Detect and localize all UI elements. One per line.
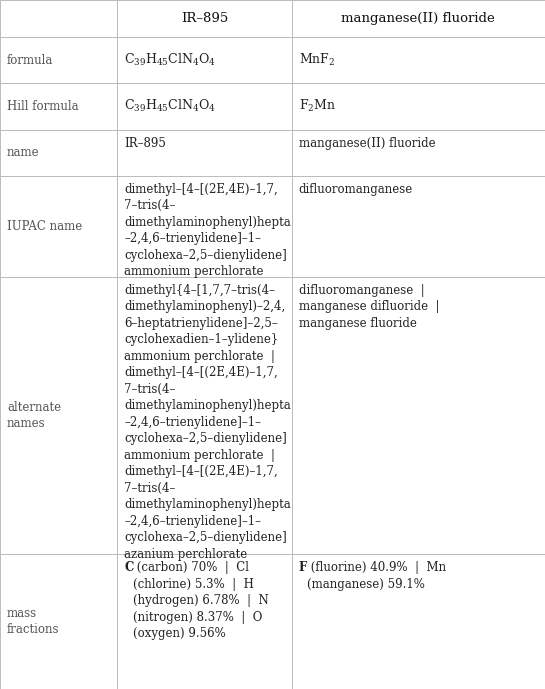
Bar (292, 0, 545, 37)
Text: IUPAC name: IUPAC name (7, 220, 82, 233)
Bar (292, 176, 545, 277)
Bar (292, 277, 545, 555)
Bar (117, 130, 292, 176)
Text: dimethyl–[4–[(2E,4E)–1,7,
7–tris(4–
dimethylaminophenyl)hepta
–2,4,6–trienyliden: dimethyl–[4–[(2E,4E)–1,7, 7–tris(4– dime… (124, 183, 291, 278)
Text: formula: formula (7, 54, 53, 67)
Bar (0, 130, 117, 176)
Bar (117, 176, 292, 277)
Text: F$_2$Mn: F$_2$Mn (299, 99, 336, 114)
Text: (carbon) 70%  |  Cl
(chlorine) 5.3%  |  H
(hydrogen) 6.78%  |  N
(nitrogen) 8.37: (carbon) 70% | Cl (chlorine) 5.3% | H (h… (132, 562, 269, 640)
Bar (292, 37, 545, 83)
Bar (292, 555, 545, 689)
Bar (117, 83, 292, 130)
Text: mass
fractions: mass fractions (7, 607, 59, 636)
Bar (0, 83, 117, 130)
Bar (117, 37, 292, 83)
Text: (fluorine) 40.9%  |  Mn
(manganese) 59.1%: (fluorine) 40.9% | Mn (manganese) 59.1% (307, 562, 446, 591)
Text: dimethyl{4–[1,7,7–tris(4–
dimethylaminophenyl)–2,4,
6–heptatrienylidene]–2,5–
cy: dimethyl{4–[1,7,7–tris(4– dimethylaminop… (124, 284, 291, 561)
Text: IR–895: IR–895 (124, 136, 166, 150)
Text: manganese(II) fluoride: manganese(II) fluoride (341, 12, 495, 25)
Bar (0, 37, 117, 83)
Bar (117, 277, 292, 555)
Bar (292, 130, 545, 176)
Bar (117, 555, 292, 689)
Text: difluoromanganese: difluoromanganese (299, 183, 413, 196)
Text: MnF$_2$: MnF$_2$ (299, 52, 335, 68)
Bar (117, 0, 292, 37)
Text: Hill formula: Hill formula (7, 100, 78, 113)
Bar (0, 277, 117, 555)
Text: C: C (124, 562, 134, 575)
Text: IR–895: IR–895 (181, 12, 228, 25)
Text: difluoromanganese  |
manganese difluoride  |
manganese fluoride: difluoromanganese | manganese difluoride… (299, 284, 439, 330)
Text: alternate
names: alternate names (7, 401, 61, 430)
Text: C$_{39}$H$_{45}$ClN$_4$O$_4$: C$_{39}$H$_{45}$ClN$_4$O$_4$ (124, 99, 216, 114)
Text: F: F (299, 562, 307, 575)
Text: manganese(II) fluoride: manganese(II) fluoride (299, 136, 435, 150)
Text: C$_{39}$H$_{45}$ClN$_4$O$_4$: C$_{39}$H$_{45}$ClN$_4$O$_4$ (124, 52, 216, 68)
Bar (0, 176, 117, 277)
Bar (292, 83, 545, 130)
Bar (0, 555, 117, 689)
Bar (0, 0, 117, 37)
Text: name: name (7, 146, 40, 159)
